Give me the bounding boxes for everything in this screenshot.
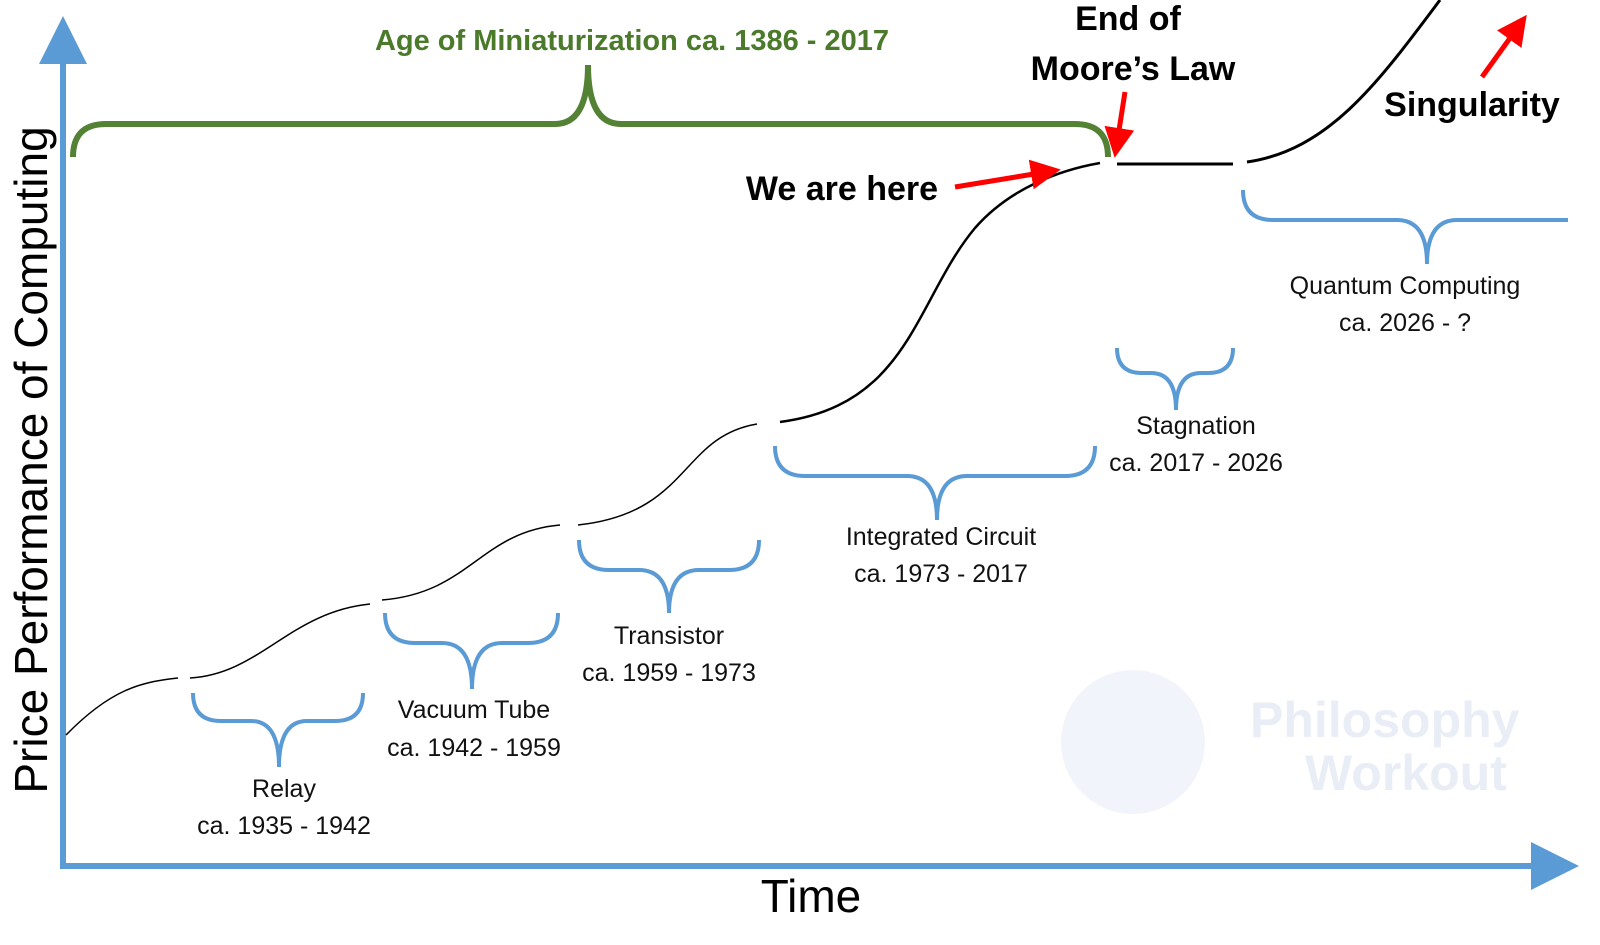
- end-of-moores-law-line2: Moore’s Law: [1031, 50, 1236, 88]
- era-braces: [191, 189, 1568, 768]
- curve-transistor-early: [381, 524, 561, 601]
- integrated-circuit-brace: [773, 445, 1097, 521]
- integrated-circuit-label: Integrated Circuit: [846, 523, 1036, 551]
- vacuum-tube-label: Vacuum Tube: [398, 696, 550, 724]
- moores-law-arrow: [1104, 91, 1135, 158]
- quantum-brace: [1241, 189, 1568, 265]
- annotations: We are here End of Moore’s Law Singulari…: [746, 0, 1560, 208]
- y-axis-label: Price Performance of Computing: [5, 126, 57, 793]
- curve-relay: [65, 677, 179, 736]
- stagnation-years: ca. 2017 - 2026: [1109, 449, 1283, 477]
- we-are-here-label: We are here: [746, 170, 938, 208]
- watermark-logo-icon: [1061, 670, 1205, 814]
- vacuum-tube-brace: [383, 612, 560, 690]
- x-axis-label: Time: [761, 870, 862, 922]
- relay-years: ca. 1935 - 1942: [197, 812, 371, 840]
- performance-curves: [65, 0, 1442, 736]
- relay-brace: [191, 692, 365, 768]
- singularity-arrow: [1479, 14, 1527, 79]
- singularity-label: Singularity: [1384, 86, 1560, 124]
- we-are-here-arrow: [954, 159, 1061, 190]
- watermark-line2: Workout: [1305, 745, 1507, 801]
- integrated-circuit-years: ca. 1973 - 2017: [854, 560, 1028, 588]
- watermark: Philosophy Workout: [1061, 670, 1520, 814]
- era-labels: Relay ca. 1935 - 1942 Vacuum Tube ca. 19…: [197, 272, 1520, 840]
- transistor-label: Transistor: [614, 622, 724, 650]
- transistor-brace: [577, 539, 761, 614]
- vacuum-tube-years: ca. 1942 - 1959: [387, 734, 561, 762]
- watermark-line1: Philosophy: [1250, 692, 1520, 748]
- curve-transistor: [577, 423, 758, 526]
- age-brace: [70, 64, 1111, 158]
- end-of-moores-law-line1: End of: [1075, 0, 1181, 38]
- quantum-label: Quantum Computing: [1290, 272, 1521, 300]
- relay-label: Relay: [252, 775, 316, 803]
- quantum-years: ca. 2026 - ?: [1339, 309, 1471, 337]
- stagnation-label: Stagnation: [1136, 412, 1256, 440]
- stagnation-brace: [1115, 347, 1235, 411]
- curve-vacuum-tube: [189, 603, 371, 679]
- curve-quantum: [1246, 0, 1442, 164]
- transistor-years: ca. 1959 - 1973: [582, 659, 756, 687]
- age-label: Age of Miniaturization ca. 1386 - 2017: [375, 25, 889, 57]
